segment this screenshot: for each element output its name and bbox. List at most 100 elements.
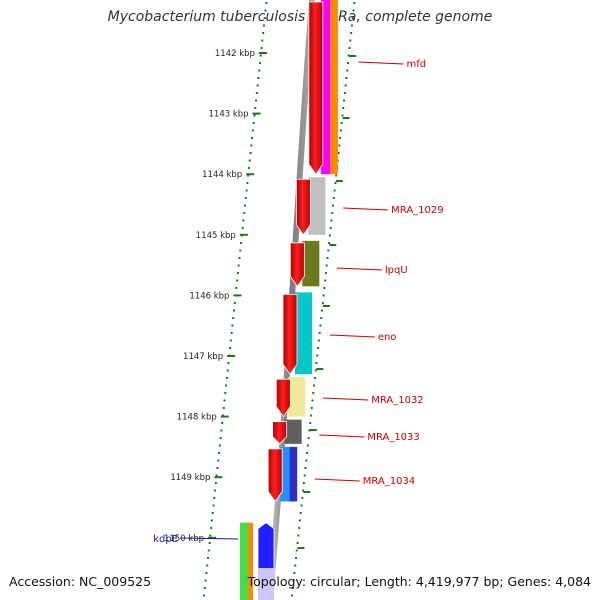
- ruler-dot: [293, 572, 296, 574]
- scale-tick-label: 1142 kbp: [215, 49, 255, 59]
- ruler-dot: [210, 527, 213, 529]
- ruler-dot: [236, 272, 239, 274]
- ruler-dot: [264, 9, 267, 12]
- ruler-dot: [226, 369, 229, 372]
- ruler-dot: [236, 279, 239, 282]
- gene-labels: mfd MRA_1029 lpqU eno MRA_1032 MRA_1033 MRA_10…: [153, 59, 443, 545]
- ruler-dot: [247, 167, 250, 169]
- ruler-dot: [332, 197, 335, 199]
- ruler-dot: [237, 264, 240, 267]
- ruler-dot: [328, 242, 331, 244]
- ruler-dot: [318, 332, 321, 334]
- ruler-dot: [321, 302, 324, 304]
- ruler-dot: [333, 189, 336, 192]
- ruler-dot: [207, 557, 210, 559]
- ruler-dot: [251, 129, 254, 132]
- cds-features: [267, 1, 324, 503]
- ruler-dot: [302, 482, 305, 484]
- ruler-dot: [292, 579, 295, 582]
- ruler-dot: [253, 114, 256, 117]
- ruler-dot: [294, 564, 297, 567]
- gene-block: [320, 0, 331, 175]
- ruler-dot: [214, 482, 217, 484]
- gene-block: [288, 377, 306, 417]
- label-leader: [358, 61, 404, 65]
- ruler-dot: [252, 122, 255, 124]
- scale-tick-label: 1148 kbp: [177, 413, 217, 423]
- ruler-dot: [239, 249, 242, 252]
- ruler-dot: [213, 497, 216, 499]
- gene-label-mfd: mfd: [406, 59, 426, 70]
- scale-tick-label: 1150 kbp: [164, 534, 204, 544]
- ruler-dot: [314, 369, 317, 372]
- ruler-dot: [210, 519, 213, 522]
- gene-label-mra_1034: MRA_1034: [363, 476, 415, 487]
- ruler-dot: [229, 347, 232, 349]
- ruler-dot: [291, 594, 294, 597]
- label-leader: [343, 207, 389, 211]
- ruler-dot: [296, 542, 299, 544]
- cds-arrow: [282, 293, 298, 375]
- gene-block: [258, 568, 274, 600]
- gene-label-mra_1029: MRA_1029: [391, 205, 443, 216]
- ruler-dot: [306, 452, 309, 454]
- gene-block: [308, 177, 326, 235]
- ruler-dot: [308, 429, 311, 432]
- ruler-dot: [251, 137, 254, 139]
- ruler-dot: [305, 459, 308, 462]
- scale-ticks: 1142 kbp 1143 kbp 1144 kbp 1145 kbp 1146 kbp…: [164, 49, 267, 544]
- ruler-dot: [302, 489, 305, 492]
- ruler-dots: [203, 2, 357, 597]
- scale-tick-label: 1143 kbp: [209, 110, 249, 120]
- cds-arrow: [295, 178, 311, 236]
- ruler-dot: [221, 414, 224, 417]
- gene-block: [248, 522, 253, 600]
- label-leader: [336, 267, 382, 271]
- ruler-dot: [240, 242, 243, 244]
- ruler-dot: [346, 62, 349, 64]
- ruler-dot: [298, 527, 301, 529]
- ruler-dot: [232, 317, 235, 319]
- label-leader: [179, 537, 239, 540]
- ruler-dot: [310, 407, 313, 409]
- ruler-dot: [337, 152, 340, 154]
- ruler-dot: [255, 99, 258, 102]
- map-title: Mycobacterium tuberculosis H37Ra, comple…: [107, 9, 493, 25]
- ruler-dot: [297, 534, 300, 537]
- ruler-dot: [327, 249, 330, 252]
- ruler-dot: [250, 144, 253, 147]
- scale-tick-label: 1147 kbp: [183, 352, 223, 362]
- ruler-dot: [347, 54, 350, 57]
- ruler-dot: [320, 317, 323, 319]
- ruler-dot: [353, 2, 356, 4]
- label-leader: [319, 434, 365, 438]
- ruler-dot: [203, 587, 206, 589]
- cds-arrow: [267, 448, 283, 503]
- gene-block: [284, 419, 302, 444]
- ruler-dot: [351, 17, 354, 19]
- ruler-dot: [224, 392, 227, 394]
- ruler-dot: [324, 272, 327, 274]
- label-leader: [314, 478, 360, 482]
- ruler-dot: [330, 219, 333, 222]
- ruler-dot: [341, 114, 344, 117]
- gene-label-kdpe: kdpE: [153, 534, 178, 545]
- ruler-dot: [301, 497, 304, 499]
- ruler-dot: [312, 392, 315, 394]
- ruler-dot: [345, 77, 348, 79]
- ruler-dot: [235, 287, 238, 289]
- ruler-dot: [322, 294, 325, 297]
- ruler-dot: [331, 212, 334, 214]
- label-leader: [329, 334, 375, 338]
- ruler-dot: [203, 594, 206, 597]
- ruler-dot: [300, 504, 303, 507]
- ruler-dot: [323, 287, 326, 289]
- ruler-dot: [298, 519, 301, 522]
- scale-tick-label: 1144 kbp: [202, 170, 242, 180]
- ruler-dot: [260, 47, 263, 49]
- ruler-dot: [212, 504, 215, 507]
- ruler-dot: [244, 197, 247, 199]
- ruler-dot: [311, 399, 314, 402]
